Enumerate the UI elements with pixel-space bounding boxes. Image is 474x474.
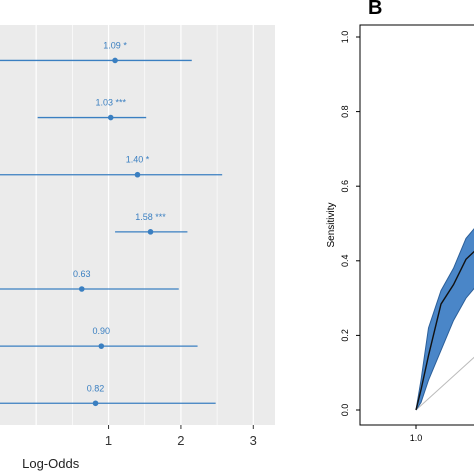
estimate-point (112, 57, 118, 64)
roc-plot-frame (359, 24, 474, 426)
roc-confidence-band (415, 228, 474, 411)
forest-plot-panel: 1.09 * 1.03 *** 1.40 * 1.58 *** 0.63 0.90 0.82… (0, 25, 275, 471)
forest-row: 0.63 (0, 269, 179, 292)
x-tick-label: 3 (250, 433, 257, 448)
estimate-point (107, 114, 114, 121)
x-tick-label: 1.0 (410, 433, 423, 443)
forest-plot-background (0, 25, 275, 425)
y-tick-label: 0.2 (340, 329, 350, 342)
estimate-point (147, 229, 154, 235)
estimate-point (98, 343, 105, 349)
forest-row: 1.03 *** (37, 98, 147, 121)
estimate-label: 1.58 *** (135, 212, 166, 222)
forest-row: 1.09 * (0, 40, 192, 64)
roc-y-ticks: 0.0 0.2 0.4 0.6 0.8 1.0 (340, 31, 360, 417)
forest-row: 0.90 (0, 326, 198, 349)
panel-label: B (368, 0, 382, 19)
y-tick-label: 1.0 (340, 31, 350, 44)
estimate-label: 0.63 (73, 269, 91, 279)
forest-plot-x-label: Log-Odds (22, 456, 80, 471)
estimate-label: 0.90 (93, 326, 111, 336)
estimate-label: 1.09 * (103, 40, 127, 50)
y-tick-label: 0.6 (340, 180, 350, 193)
estimate-label: 0.82 (87, 383, 105, 393)
forest-row: 1.58 *** (115, 212, 188, 235)
estimate-label: 1.03 *** (95, 98, 126, 108)
estimate-point (78, 286, 85, 292)
roc-plot-panel: B 0.0 0.2 0.4 0.6 0.8 1.0 Sensitivity 1.0 (326, 0, 474, 443)
forest-row: 0.82 (0, 383, 216, 407)
forest-plot-rows: 1.09 * 1.03 *** 1.40 * 1.58 *** 0.63 0.90 0.82 (0, 40, 223, 407)
estimate-point (92, 400, 99, 407)
forest-row: 1.40 * (0, 155, 223, 178)
roc-reference-diagonal (415, 356, 474, 411)
y-tick-label: 0.4 (340, 255, 350, 268)
forest-plot-x-ticks: 1 2 3 (105, 425, 257, 448)
x-tick-label: 1 (105, 433, 112, 448)
y-tick-label: 0.8 (340, 105, 350, 118)
roc-y-label: Sensitivity (326, 202, 337, 247)
estimate-point (134, 171, 141, 178)
x-tick-label: 2 (177, 433, 184, 448)
y-tick-label: 0.0 (340, 404, 350, 417)
forest-plot-grid (35, 25, 254, 425)
estimate-label: 1.40 * (126, 155, 150, 165)
roc-x-ticks: 1.0 (410, 425, 423, 443)
roc-curve (415, 250, 474, 411)
